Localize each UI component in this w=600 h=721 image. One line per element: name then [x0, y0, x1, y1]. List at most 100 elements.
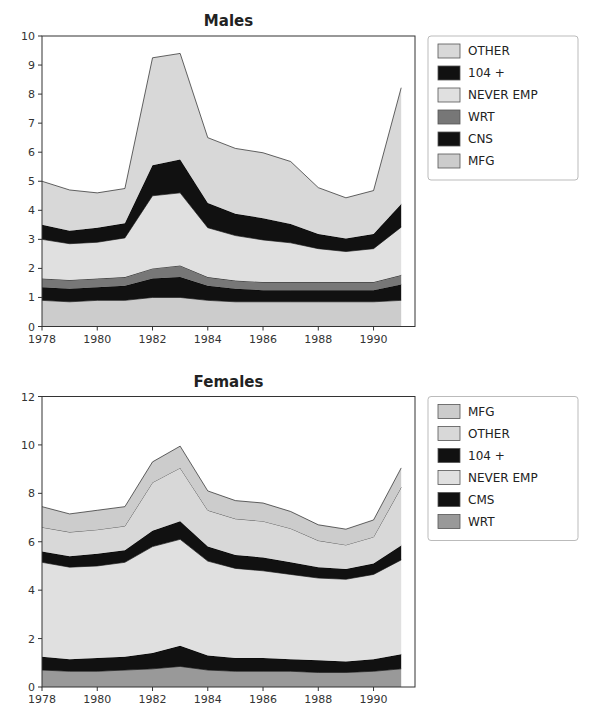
legend-swatch	[438, 66, 460, 80]
y-tick	[38, 541, 42, 542]
y-tick-label: 2	[28, 633, 35, 646]
x-tick	[42, 687, 43, 691]
x-tick-label: 1982	[139, 333, 167, 346]
plot-area	[42, 53, 401, 326]
x-tick	[263, 687, 264, 691]
y-tick-label: 4	[28, 584, 35, 597]
y-tick-label: 4	[28, 204, 35, 217]
x-tick-label: 1984	[194, 333, 222, 346]
plot-frame	[42, 36, 415, 327]
x-tick	[318, 327, 319, 331]
chart-title: Females	[194, 373, 264, 391]
y-tick	[38, 590, 42, 591]
legend-label: MFG	[468, 154, 495, 168]
plot-frame	[42, 397, 415, 688]
y-tick	[38, 36, 42, 37]
figure: Males19781980198219841986198819900123456…	[0, 0, 600, 721]
x-tick-label: 1980	[83, 333, 111, 346]
y-tick-label: 2	[28, 262, 35, 275]
legend: OTHER104 +NEVER EMPWRTCNSMFG	[428, 36, 578, 180]
x-tick	[152, 687, 153, 691]
x-tick-label: 1982	[139, 693, 167, 706]
legend-swatch	[438, 493, 460, 507]
y-tick-label: 8	[28, 487, 35, 500]
x-tick-label: 1990	[360, 333, 388, 346]
legend-label: 104 +	[468, 449, 505, 463]
x-tick-label: 1990	[360, 693, 388, 706]
y-tick-label: 10	[21, 439, 35, 452]
y-tick	[38, 396, 42, 397]
y-tick	[38, 268, 42, 269]
legend-swatch	[438, 132, 460, 146]
y-tick	[38, 94, 42, 95]
legend-label: MFG	[468, 405, 495, 419]
chart: Females 1978 1980 1982 1984 1986 1988 1990 0 2 4 6 8…	[21, 373, 578, 707]
y-tick	[38, 210, 42, 211]
legend-swatch	[438, 405, 460, 419]
y-tick-label: 6	[28, 536, 35, 549]
y-tick	[38, 65, 42, 66]
legend-label: OTHER	[468, 44, 510, 58]
x-tick-label: 1986	[249, 333, 277, 346]
area-edge	[42, 53, 401, 197]
x-tick	[97, 327, 98, 331]
x-tick	[152, 327, 153, 331]
x-tick-label: 1978	[28, 333, 56, 346]
area-edge	[42, 446, 401, 529]
x-tick	[97, 687, 98, 691]
y-tick	[38, 444, 42, 445]
legend-swatch	[438, 427, 460, 441]
x-tick	[207, 687, 208, 691]
y-tick-label: 10	[21, 30, 35, 43]
plot-area	[42, 446, 401, 687]
y-tick	[38, 638, 42, 639]
y-tick-label: 0	[28, 321, 35, 334]
y-tick	[38, 123, 42, 124]
chart: Males19781980198219841986198819900123456…	[21, 12, 578, 346]
y-tick-label: 3	[28, 233, 35, 246]
y-tick-label: 12	[21, 391, 35, 404]
x-tick	[373, 327, 374, 331]
legend-swatch	[438, 88, 460, 102]
chart-title: Males	[204, 12, 253, 30]
legend-swatch	[438, 515, 460, 529]
y-tick-label: 0	[28, 681, 35, 694]
x-tick-label: 1988	[304, 333, 332, 346]
y-tick-label: 7	[28, 117, 35, 130]
x-tick-label: 1978	[28, 693, 56, 706]
legend-label: WRT	[468, 110, 495, 124]
y-tick	[38, 181, 42, 182]
legend-swatch	[438, 44, 460, 58]
legend-label: WRT	[468, 515, 495, 529]
x-tick	[373, 687, 374, 691]
legend-swatch	[438, 154, 460, 168]
legend-swatch	[438, 471, 460, 485]
y-tick-label: 8	[28, 88, 35, 101]
legend-box	[428, 36, 578, 180]
legend-label: NEVER EMP	[468, 471, 538, 485]
legend-swatch	[438, 449, 460, 463]
area	[42, 53, 401, 238]
x-tick	[207, 327, 208, 331]
legend-label: CNS	[468, 132, 493, 146]
legend-label: OTHER	[468, 427, 510, 441]
y-tick-label: 5	[28, 175, 35, 188]
y-tick	[38, 493, 42, 494]
y-tick	[38, 297, 42, 298]
legend-swatch	[438, 110, 460, 124]
x-tick-label: 1980	[83, 693, 111, 706]
y-tick	[38, 326, 42, 327]
x-tick-label: 1988	[304, 693, 332, 706]
area	[42, 446, 401, 545]
y-tick-label: 1	[28, 291, 35, 304]
legend-box	[428, 397, 578, 541]
y-tick	[38, 239, 42, 240]
x-tick-label: 1986	[249, 693, 277, 706]
legend-label: CMS	[468, 493, 494, 507]
x-tick	[263, 327, 264, 331]
y-tick	[38, 152, 42, 153]
x-tick-label: 1984	[194, 693, 222, 706]
legend: MFG OTHER 104 + NEVER EMP CMS WRT	[428, 397, 578, 541]
x-tick	[42, 327, 43, 331]
legend-label: 104 +	[468, 66, 505, 80]
